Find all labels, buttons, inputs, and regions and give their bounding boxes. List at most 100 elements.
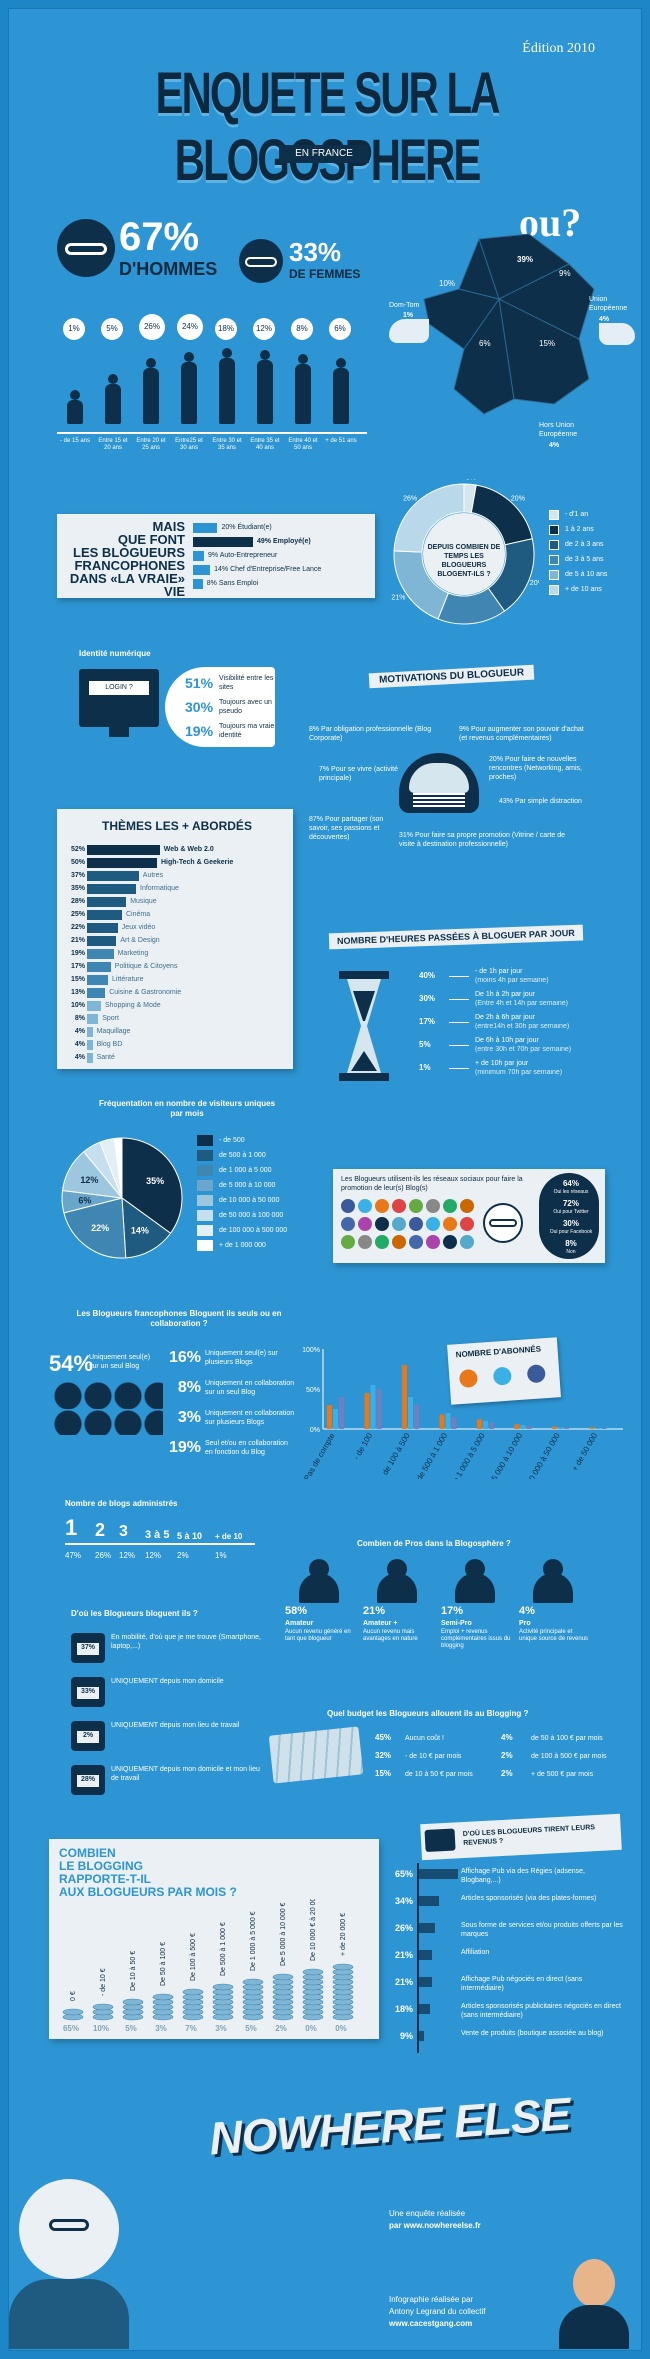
earnings-pct: 0% (305, 2024, 317, 2033)
subscribers-x-tick: de 1 000 à 5 000 (449, 1431, 487, 1479)
subscribers-bar (445, 1413, 451, 1429)
subscribers-bar (595, 1428, 601, 1429)
hours-text: De 6h à 10h par jour (entre 30h et 70h pa… (475, 1036, 625, 1054)
revenue-bar (419, 1869, 458, 1879)
theme-row: 17% Politique & Citoyens (63, 960, 289, 973)
pro-text: Activité principale et unique source de … (519, 1629, 589, 1642)
design-credit-line: Infographie réalisée par (389, 2295, 474, 2304)
union-eu-label: Union Européenne (589, 296, 628, 312)
social-pct: 8% (565, 1239, 577, 1248)
age-percent-bubble: 5% (101, 318, 123, 340)
collab-pct: 16% (168, 1349, 201, 1366)
theme-pct: 4% (74, 1028, 85, 1035)
occupation-bar (193, 579, 203, 589)
revenue-pct: 21% (394, 1950, 413, 1960)
design-credit-line: Antony Legrand du collectif (389, 2307, 486, 2316)
theme-label: Santé (96, 1054, 115, 1061)
subscribers-bar (333, 1409, 338, 1429)
social-item: 72% Oui pour Twitter (543, 1199, 599, 1219)
visitors-legend-swatch (197, 1165, 213, 1176)
visitors-legend-label: de 500 à 1 000 (219, 1152, 266, 1159)
coin-stack-icon (92, 2003, 114, 2011)
theme-label: Sport (102, 1015, 119, 1022)
union-eu-pct: 4% (599, 316, 610, 323)
age-label: + de 51 ans (325, 438, 357, 444)
collab-text: Uniquement seul(e) sur un seul Blog (89, 1354, 151, 1370)
theme-bar (87, 935, 117, 946)
social-network-icon (443, 1199, 457, 1213)
dom-tom-pct: 1% (403, 312, 414, 319)
subscribers-bar (402, 1365, 407, 1429)
budget-item: 2% + de 500 € par mois (501, 1765, 631, 1783)
subscribers-bar (451, 1417, 457, 1429)
blogs-count-pct: 1% (215, 1551, 227, 1560)
social-network-icon (460, 1199, 474, 1213)
hours-item: 40% - de 1h par jour (moins 4h par semaine… (419, 965, 629, 987)
age-label: Entre 40 et 50 ans (288, 438, 318, 451)
design-credit-link[interactable]: www.cacestgang.com (389, 2319, 473, 2328)
budget-left-list: 45% Aucun coût ! 32% - de 10 € par mois 15% d… (375, 1729, 495, 1783)
hours-text-line: De 1h à 2h par jour (475, 991, 535, 998)
themes-panel: THÈMES LES + ABORDÉS 52% Web & Web 2.0 50%… (57, 809, 293, 1069)
person-silhouette-icon (257, 350, 273, 424)
collab-text: Uniquement en collaboration sur plusieur… (205, 1410, 295, 1426)
duration-legend-label: - d'1 an (565, 511, 589, 518)
subscribers-chart: 100% 50% 0%Pas de compte - de 100 de 100 à 5… (302, 1347, 623, 1479)
subscribers-bar (601, 1428, 607, 1429)
identity-item: 30% Toujours avec un pseudo (185, 695, 285, 719)
collab-pct: 19% (168, 1439, 201, 1456)
duration-legend-item: de 5 à 10 ans (549, 567, 641, 582)
duration-donut-label: 3% (466, 479, 476, 481)
identity-title: Identité numérique (79, 649, 151, 658)
pro-text: Aucun revenu mais avantages en nature (363, 1629, 418, 1642)
subscribers-x-tick: - de 100 (352, 1431, 375, 1461)
earnings-category-label: - de 10 € (100, 1968, 107, 1996)
blogs-count-number: 3 à 5 (145, 1529, 170, 1541)
theme-row: 8% Sport (63, 1012, 289, 1025)
theme-bar (87, 961, 111, 972)
revenue-text: Affichage Pub négociés en direct (sans i… (461, 1976, 583, 1992)
duration-legend-item: + de 10 ans (549, 582, 641, 597)
duration-legend-item: de 2 à 3 ans (549, 537, 641, 552)
social-network-icon (375, 1199, 389, 1213)
theme-row: 13% Cuisine & Gastronomie (63, 986, 289, 999)
visitors-legend-item: - de 500 (197, 1133, 327, 1148)
survey-credit-line: Une enquête réalisée (389, 2209, 466, 2218)
social-network-icon (392, 1217, 406, 1231)
theme-bar (87, 870, 139, 881)
pro-head (543, 1559, 563, 1579)
plane-wing-icon (599, 323, 635, 345)
theme-pct: 4% (74, 1054, 85, 1061)
duration-legend-swatch (549, 509, 559, 520)
age-percent-bubble: 8% (291, 318, 313, 340)
identity-text: Toujours ma vraie identité (219, 723, 275, 739)
age-label: Entre 35 et 40 ans (250, 438, 280, 451)
where-pct: 28% (77, 1775, 99, 1787)
pros-items: 58% Amateur Aucun revenu généré en tant qu… (281, 1559, 631, 1659)
where-item: 37% En mobilité, d'où que je me trouve (S… (65, 1629, 275, 1669)
revenue-text: Articles sponsorisés publicitaires négoc… (461, 2003, 621, 2019)
social-network-icon (392, 1235, 406, 1249)
collab-text: Uniquement en collaboration sur un seul … (205, 1380, 295, 1396)
hours-text-line: (moins 4h par semaine) (475, 977, 549, 984)
earnings-pct: 65% (63, 2024, 79, 2033)
where-title: D'où les Blogueurs bloguent ils ? (71, 1609, 198, 1618)
social-network-icon (409, 1217, 423, 1231)
collab-section: Les Blogueurs francophones Bloguent ils … (49, 1309, 299, 1479)
survey-credit-link[interactable]: par www.nowhereelse.fr (389, 2221, 481, 2230)
budget-right-list: 4% de 50 à 100 € par mois 2% de 100 à 500 €… (501, 1729, 631, 1783)
earnings-title-line: LE BLOGGING (59, 1859, 143, 1873)
hours-item: 5% De 6h à 10h par jour (entre 30h et 70h … (419, 1034, 629, 1056)
collab-items: 16% Uniquement seul(e) sur plusieurs Blog… (167, 1349, 299, 1469)
visitors-legend-swatch (197, 1180, 213, 1191)
visitors-pie-label: 14% (131, 1226, 149, 1236)
rss-icon (458, 1368, 479, 1389)
theme-pct: 52% (70, 846, 85, 853)
collab-item: 8% Uniquement en collaboration sur un seu… (167, 1379, 299, 1409)
pro-item: 21% Amateur + Aucun revenu mais avantages … (363, 1559, 437, 1659)
where-text: UNIQUEMENT depuis mon domicile (111, 1678, 224, 1685)
pro-label: Amateur (285, 1620, 314, 1627)
visitors-pie-label: 6% (78, 1195, 91, 1205)
age-percent-row: 1% 5% 26% 24% 18% 12% 8% 6% (57, 314, 367, 340)
